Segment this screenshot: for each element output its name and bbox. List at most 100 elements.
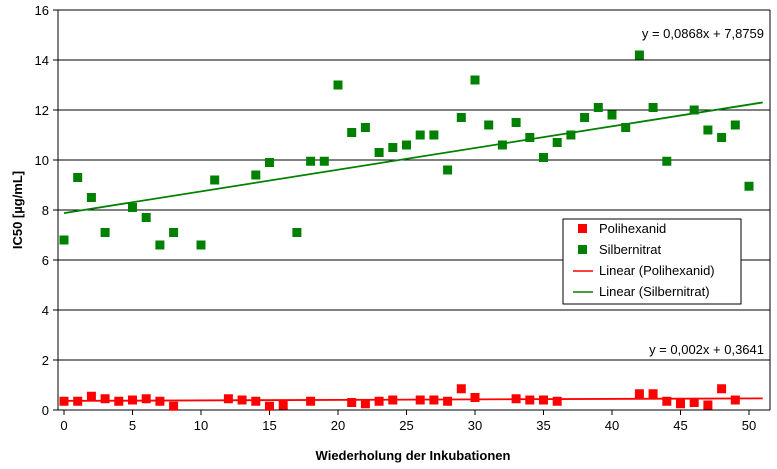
data-point-silbernitrat: [511, 118, 521, 127]
data-point-silbernitrat: [333, 80, 343, 90]
equation-label-silbernitrat: y = 0,0868x + 7,8759: [642, 26, 764, 41]
data-point-polihexanid: [717, 384, 727, 394]
data-point-polihexanid: [456, 384, 466, 394]
data-point-silbernitrat: [456, 113, 466, 122]
x-tick-label: 0: [60, 418, 67, 433]
data-point-polihexanid: [251, 396, 261, 406]
data-point-silbernitrat: [196, 240, 206, 250]
data-point-polihexanid: [265, 401, 274, 411]
data-point-silbernitrat: [169, 228, 179, 237]
data-point-silbernitrat: [703, 125, 713, 135]
y-tick-label: 6: [42, 253, 49, 268]
data-point-polihexanid: [689, 398, 699, 407]
data-point-silbernitrat: [744, 181, 754, 191]
y-tick-label: 16: [35, 3, 49, 18]
trendlines: [63, 101, 763, 402]
data-point-silbernitrat: [155, 240, 165, 250]
x-tick-label: 15: [262, 418, 276, 433]
data-point-silbernitrat: [648, 103, 658, 112]
data-point-polihexanid: [128, 395, 137, 405]
y-tick-label: 10: [35, 153, 49, 168]
legend-label-polihexanid: Polihexanid: [599, 221, 666, 236]
data-point-silbernitrat: [388, 143, 398, 152]
x-tick-label: 5: [129, 418, 136, 433]
data-point-silbernitrat: [730, 120, 740, 130]
data-point-silbernitrat: [429, 130, 439, 140]
trendline-polihexanid: [63, 397, 763, 402]
data-point-silbernitrat: [593, 103, 603, 112]
y-tick-label: 2: [42, 353, 49, 368]
data-point-silbernitrat: [566, 130, 576, 140]
x-axis-title: Wiederholung der Inkubationen: [316, 448, 511, 463]
y-tick-label: 8: [42, 203, 49, 218]
y-axis-title: IC50 [µg/mL]: [10, 171, 25, 249]
grid-lines: [58, 9, 770, 411]
data-point-silbernitrat: [497, 140, 507, 150]
y-tick-label: 14: [35, 53, 49, 68]
data-point-polihexanid: [155, 396, 165, 406]
data-point-polihexanid: [539, 395, 548, 405]
data-point-silbernitrat: [306, 156, 316, 166]
data-point-silbernitrat: [689, 105, 699, 115]
data-point-polihexanid: [141, 394, 151, 404]
data-point-polihexanid: [360, 399, 370, 409]
legend-label-linear-silbernitrat: Linear (Silbernitrat): [599, 284, 710, 299]
data-point-polihexanid: [59, 396, 69, 406]
data-point-silbernitrat: [100, 228, 110, 237]
data-point-silbernitrat: [607, 110, 617, 120]
y-tick-label: 0: [42, 403, 49, 418]
data-point-polihexanid: [223, 394, 233, 404]
data-point-polihexanid: [169, 401, 179, 411]
data-point-silbernitrat: [621, 123, 631, 132]
data-point-silbernitrat: [539, 153, 548, 162]
data-point-polihexanid: [648, 389, 658, 399]
data-point-silbernitrat: [580, 113, 590, 122]
data-point-polihexanid: [415, 395, 425, 405]
data-point-silbernitrat: [360, 123, 370, 132]
x-tick-label: 50: [742, 418, 756, 433]
x-tick-label: 25: [399, 418, 413, 433]
y-tick-label: 12: [35, 103, 49, 118]
data-point-polihexanid: [388, 395, 398, 405]
data-point-silbernitrat: [662, 156, 672, 166]
legend-box: [562, 218, 742, 305]
legend-marker-polihexanid: [578, 224, 587, 233]
tick-labels: 0 2 4 6 8 10 12 14 16 0 5 10 15 20 25 30 35 40 45 50: [35, 3, 757, 433]
data-point-silbernitrat: [470, 75, 480, 85]
equation-label-polihexanid: y = 0,002x + 0,3641: [649, 342, 764, 357]
data-point-silbernitrat: [128, 203, 137, 212]
data-point-polihexanid: [100, 394, 110, 404]
data-point-silbernitrat: [443, 165, 453, 175]
data-point-polihexanid: [374, 396, 384, 406]
data-point-polihexanid: [525, 395, 535, 405]
y-tick-label: 4: [42, 303, 49, 318]
data-point-polihexanid: [443, 396, 453, 406]
data-point-polihexanid: [73, 396, 83, 406]
data-point-silbernitrat: [402, 140, 411, 150]
data-point-polihexanid: [237, 395, 247, 405]
data-point-polihexanid: [306, 396, 316, 406]
data-point-silbernitrat: [210, 175, 220, 185]
data-point-silbernitrat: [552, 138, 562, 147]
data-point-polihexanid: [552, 396, 562, 406]
axes: [53, 9, 771, 415]
data-point-silbernitrat: [319, 156, 329, 166]
x-tick-label: 35: [536, 418, 550, 433]
data-point-silbernitrat: [292, 228, 302, 237]
data-point-polihexanid: [470, 393, 480, 402]
x-tick-label: 45: [673, 418, 687, 433]
data-point-silbernitrat: [415, 130, 425, 140]
x-tick-label: 30: [468, 418, 482, 433]
data-point-silbernitrat: [59, 235, 69, 245]
data-point-polihexanid: [703, 400, 713, 410]
data-point-polihexanid: [114, 396, 124, 406]
data-points: [59, 50, 754, 411]
legend-label-silbernitrat: Silbernitrat: [599, 242, 662, 257]
data-point-silbernitrat: [484, 120, 494, 130]
data-point-polihexanid: [429, 395, 439, 405]
data-point-silbernitrat: [717, 133, 727, 142]
x-tick-label: 20: [331, 418, 345, 433]
data-point-polihexanid: [662, 396, 672, 406]
data-point-silbernitrat: [525, 133, 535, 142]
